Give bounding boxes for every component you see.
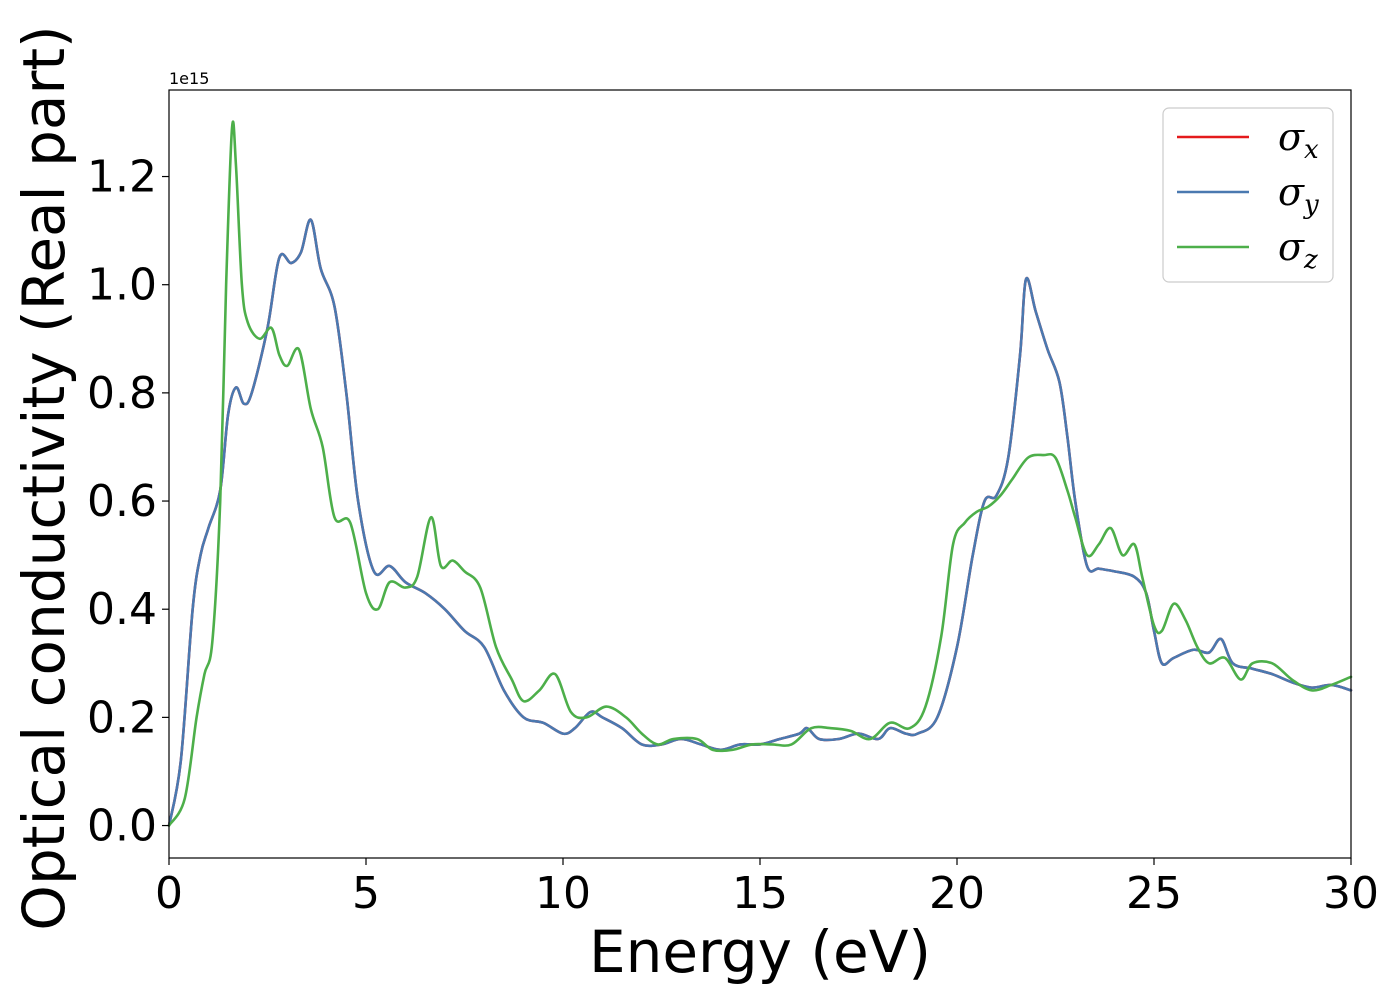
x-tick-label: 15 <box>732 868 788 919</box>
y-tick-label: 0.2 <box>87 692 157 743</box>
y-tick-label: 0.6 <box>87 476 157 527</box>
legend-label-y: σy <box>1278 170 1319 220</box>
y-tick-label: 0.8 <box>87 368 157 419</box>
y-axis-title: Optical conductivity (Real part) <box>10 25 78 930</box>
legend-label-z: σz <box>1278 225 1318 275</box>
y-tick-label: 0.0 <box>87 801 157 852</box>
series-layer <box>167 120 1353 827</box>
legend-label-x: σx <box>1278 115 1319 165</box>
x-tick-label: 25 <box>1126 868 1182 919</box>
x-tick-label: 0 <box>155 868 183 919</box>
series-line-z <box>167 120 1353 827</box>
x-axis-title: Energy (eV) <box>589 918 931 986</box>
x-tick-label: 30 <box>1323 868 1379 919</box>
y-offset-label: 1e15 <box>169 69 209 88</box>
x-tick-label: 10 <box>535 868 591 919</box>
x-tick-label: 20 <box>929 868 985 919</box>
y-tick-label: 1.2 <box>87 152 157 203</box>
ticks-layer: 0 5 10 15 20 25 30 0.0 0.2 0.4 0.6 0.8 1.0 1.2 <box>87 152 1379 919</box>
legend-box <box>1162 107 1334 283</box>
y-tick-label: 0.4 <box>87 584 157 635</box>
y-tick-label: 1.0 <box>87 260 157 311</box>
x-tick-label: 5 <box>352 868 380 919</box>
